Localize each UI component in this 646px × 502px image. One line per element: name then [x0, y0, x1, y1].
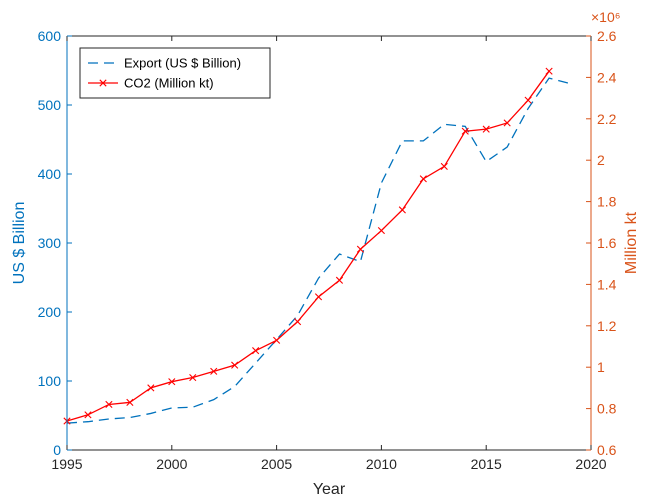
co2-point-marker [293, 318, 302, 326]
y-right-tick-label: 1 [597, 359, 605, 375]
x-tick-label: 2020 [575, 456, 606, 472]
co2-point-marker [482, 125, 490, 133]
y-left-tick-label: 300 [38, 235, 62, 251]
y-left-tick-label: 600 [38, 28, 62, 44]
y-right-tick-label: 2.2 [597, 111, 617, 127]
co2-series-line [66, 70, 550, 422]
y-left-tick-label: 400 [38, 166, 62, 182]
legend-box [79, 47, 271, 99]
co2-point-marker [126, 398, 134, 406]
co2-point-marker [314, 293, 323, 301]
y-left-axis-title: US $ Billion [11, 202, 28, 285]
co2-point-marker [356, 245, 365, 253]
co2-point-marker [440, 162, 448, 170]
x-tick-label: 2015 [471, 456, 502, 472]
co2-point-marker [84, 411, 92, 419]
legend-label: CO2 (Million kt) [124, 76, 214, 91]
y-right-tick-label: 1.4 [597, 276, 617, 292]
co2-point-marker [231, 361, 239, 369]
y-right-tick-label: 2.4 [597, 69, 617, 85]
y-left-tick-label: 0 [53, 442, 61, 458]
co2-point-marker [398, 206, 406, 214]
x-tick-label: 2010 [366, 456, 397, 472]
co2-point-marker [168, 378, 176, 386]
x-tick-label: 2000 [156, 456, 187, 472]
y-right-tick-label: 0.6 [597, 442, 617, 458]
co2-point-marker [147, 384, 155, 392]
x-axis-title: Year [313, 481, 346, 498]
co2-point-marker [419, 175, 427, 183]
y-right-tick-label: 1.6 [597, 235, 617, 251]
co2-point-marker [273, 336, 281, 344]
co2-point-marker [524, 96, 532, 104]
x-tick-label: 2005 [261, 456, 292, 472]
y-right-axis-title: Million kt [623, 211, 640, 274]
y-left-tick-label: 500 [38, 97, 62, 113]
y-left-tick-label: 100 [38, 373, 62, 389]
y-right-tick-label: 1.8 [597, 194, 617, 210]
x-tick-label: 1995 [51, 456, 82, 472]
y-right-tick-label: 2.6 [597, 28, 617, 44]
co2-point-marker [503, 119, 511, 127]
y-right-tick-label: 2 [597, 152, 605, 168]
co2-point-marker [545, 67, 553, 75]
y-right-tick-label: 1.2 [597, 318, 617, 334]
co2-point-marker [335, 276, 344, 284]
legend: Export (US $ Billion) CO2 (Million kt) [79, 47, 271, 99]
plot-area [67, 36, 591, 450]
co2-point-marker [377, 226, 385, 235]
export-series-line [66, 77, 571, 424]
y-left-tick-label: 200 [38, 304, 62, 320]
co2-point-marker [461, 127, 469, 135]
y-right-tick-label: 0.8 [597, 401, 617, 417]
co2-point-marker [252, 347, 260, 355]
y-right-exponent-label: ×10⁶ [591, 9, 621, 25]
co2-point-marker [105, 400, 113, 409]
co2-point-marker [189, 373, 197, 382]
legend-marker [99, 79, 107, 87]
legend-label: Export (US $ Billion) [124, 56, 241, 71]
co2-point-marker [210, 367, 218, 375]
